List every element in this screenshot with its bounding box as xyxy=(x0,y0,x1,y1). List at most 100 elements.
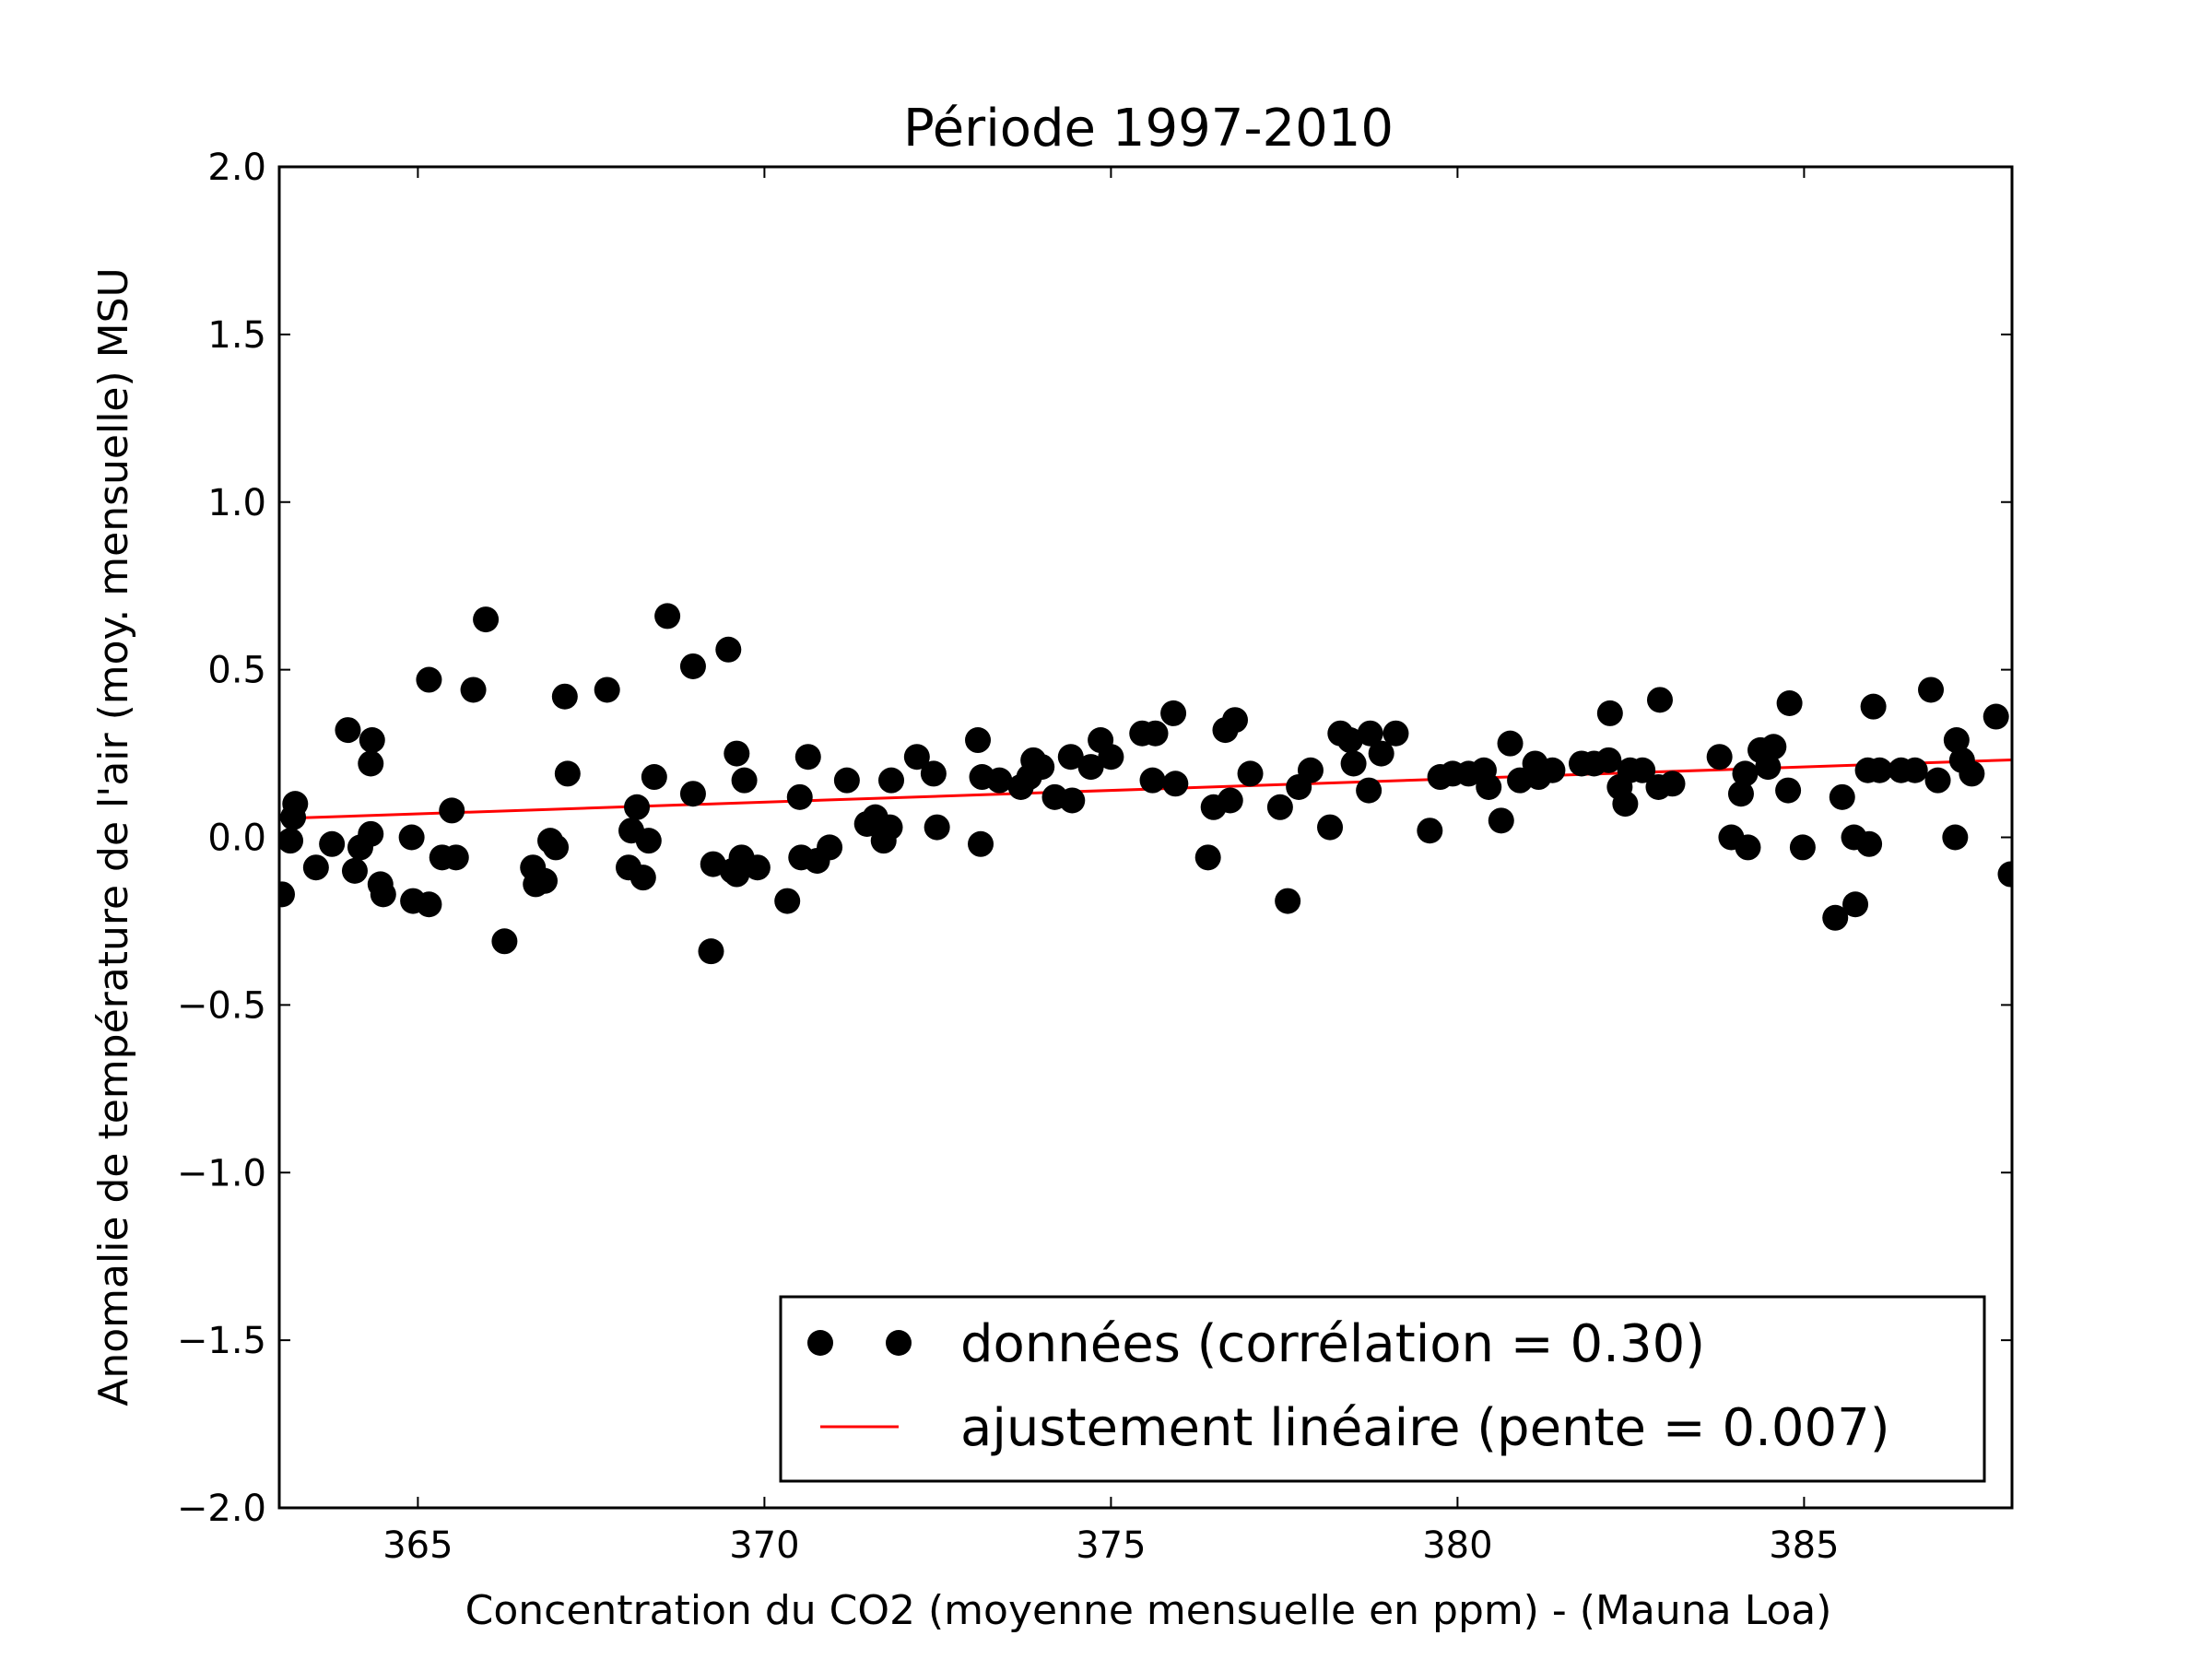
data-point xyxy=(833,767,860,794)
data-point xyxy=(1760,734,1787,760)
chart-title: Période 1997-2010 xyxy=(903,99,1394,159)
data-point xyxy=(817,834,843,861)
data-point xyxy=(319,830,346,857)
data-point xyxy=(1057,744,1084,771)
data-point xyxy=(1356,777,1382,804)
data-point xyxy=(460,677,487,703)
data-point xyxy=(341,857,368,884)
data-point xyxy=(744,854,771,881)
data-point xyxy=(359,727,385,754)
data-point xyxy=(302,854,329,881)
data-point xyxy=(1297,757,1324,783)
plot-area xyxy=(279,603,2012,965)
data-point xyxy=(1266,794,1293,820)
data-point xyxy=(1340,750,1367,777)
legend-label-data: données (corrélation = 0.30) xyxy=(960,1314,1705,1374)
data-point xyxy=(1029,754,1055,781)
data-point xyxy=(1595,747,1622,773)
data-point xyxy=(1856,830,1883,857)
y-tick-label: −1.0 xyxy=(177,1152,266,1194)
data-point xyxy=(1222,707,1249,734)
data-point xyxy=(986,767,1013,794)
data-point xyxy=(1476,773,1502,800)
x-tick-label: 380 xyxy=(1422,1524,1492,1567)
data-point xyxy=(1596,700,1623,726)
data-point xyxy=(968,830,994,857)
data-point xyxy=(370,881,396,908)
data-point xyxy=(282,791,309,818)
x-tick-label: 370 xyxy=(729,1524,799,1567)
data-point xyxy=(1077,754,1104,781)
data-point xyxy=(1860,693,1887,720)
data-point xyxy=(698,938,724,965)
data-point xyxy=(878,767,905,794)
data-point xyxy=(358,820,384,847)
data-point xyxy=(654,603,681,629)
data-point xyxy=(629,865,656,891)
data-point xyxy=(924,814,950,841)
data-point xyxy=(1317,814,1344,841)
data-point xyxy=(1646,687,1673,713)
data-point xyxy=(679,781,706,807)
data-point xyxy=(1789,834,1816,861)
data-point xyxy=(1901,757,1928,783)
data-point xyxy=(543,834,570,861)
data-point xyxy=(1983,703,2009,730)
data-point xyxy=(1822,904,1849,931)
data-point xyxy=(1842,891,1869,918)
data-point xyxy=(358,750,384,777)
data-point xyxy=(1139,767,1166,794)
y-tick-label: 1.5 xyxy=(207,314,266,357)
x-tick-label: 375 xyxy=(1076,1524,1146,1567)
data-point xyxy=(1924,767,1951,794)
data-point xyxy=(1997,861,2012,888)
data-point xyxy=(416,666,442,693)
y-tick-label: −2.0 xyxy=(177,1488,266,1530)
data-point xyxy=(715,636,742,663)
data-point xyxy=(1866,757,1893,783)
y-tick-label: 1.0 xyxy=(207,482,266,524)
data-point xyxy=(279,828,304,854)
axis-ticks: 365 370 375 380 385 −2.0 −1.5 −1.0 −0.5 0.0 0.5 1.0… xyxy=(177,147,2012,1567)
data-point xyxy=(1659,771,1686,797)
data-point xyxy=(1776,690,1803,716)
data-point xyxy=(1160,700,1187,726)
data-point xyxy=(1497,730,1524,757)
data-point xyxy=(1959,760,1985,787)
data-point xyxy=(679,653,706,679)
data-point xyxy=(1706,744,1733,771)
legend-label-fit: ajustement linéaire (pente = 0.007) xyxy=(960,1398,1890,1458)
data-point xyxy=(794,744,821,771)
data-point xyxy=(1755,754,1782,781)
data-point xyxy=(1488,807,1514,834)
data-point xyxy=(903,744,930,771)
data-point xyxy=(731,767,758,794)
data-point xyxy=(1382,720,1409,747)
data-point xyxy=(1275,888,1301,914)
data-point xyxy=(1918,677,1945,703)
data-point xyxy=(439,797,465,824)
axes-frame xyxy=(277,165,2014,1510)
data-point xyxy=(473,606,500,633)
data-point xyxy=(1194,844,1221,871)
y-tick-label: −1.5 xyxy=(177,1320,266,1362)
data-point xyxy=(442,844,469,871)
data-point xyxy=(877,814,903,841)
data-point xyxy=(554,760,581,787)
data-point xyxy=(416,891,442,918)
data-point xyxy=(1059,787,1086,814)
data-point xyxy=(1942,824,1969,851)
y-tick-label: 0.5 xyxy=(207,650,266,692)
data-point xyxy=(965,727,992,754)
x-tick-label: 385 xyxy=(1769,1524,1839,1567)
data-point xyxy=(1612,791,1639,818)
data-point xyxy=(1732,760,1759,787)
legend-marker-dot xyxy=(886,1330,912,1356)
data-point xyxy=(1237,760,1264,787)
data-point xyxy=(1336,727,1363,754)
data-point xyxy=(1775,777,1802,804)
data-point xyxy=(594,677,620,703)
data-point xyxy=(1539,757,1566,783)
data-point xyxy=(641,764,667,791)
y-axis-label: Anomalie de température de l'air (moy. m… xyxy=(90,267,137,1406)
